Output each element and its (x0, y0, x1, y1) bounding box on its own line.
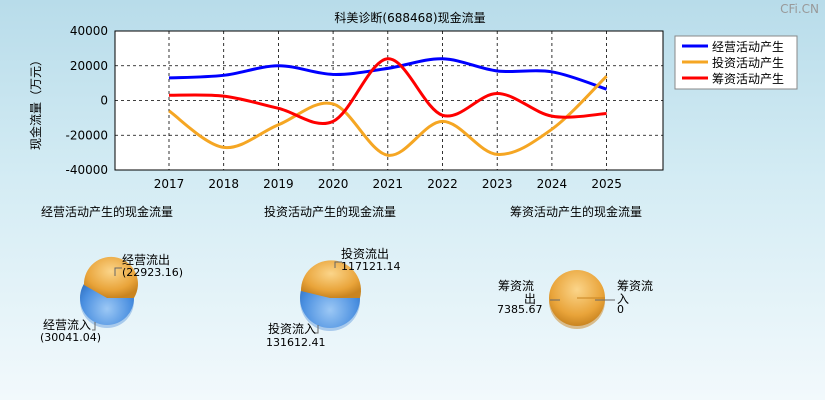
x-tick-label: 2017 (154, 177, 185, 191)
pie-operating-outflow-label: 经营流出 (122, 253, 170, 267)
pie-operating-outflow-slice (83, 256, 138, 298)
x-tick-label: 2019 (263, 177, 294, 191)
line-chart-title: 科美诊断(688468)现金流量 (334, 10, 485, 25)
pie-financing-outflow-label-1: 筹资流 (498, 279, 534, 293)
pie-title-financing: 筹资活动产生的现金流量 (510, 204, 642, 219)
pie-title-investing: 投资活动产生的现金流量 (264, 204, 396, 219)
x-tick-label: 2024 (537, 177, 568, 191)
pie-operating-outflow-value: (22923.16) (122, 266, 183, 279)
series-line-operating (168, 57, 608, 91)
y-axis-label: 现金流量（万元） (28, 54, 43, 150)
legend: 经营活动产生 投资活动产生 筹资活动产生 (674, 35, 798, 90)
legend-label-investing: 投资活动产生 (712, 55, 784, 70)
watermark: CFi.CN (780, 2, 819, 16)
pie-investing-outflow-label: 投资流出 (341, 246, 389, 261)
pie-title-operating: 经营活动产生的现金流量 (41, 204, 173, 219)
x-tick-label: 2021 (373, 177, 404, 191)
pie-financing-outflow-label-2: 出 (524, 292, 536, 306)
x-tick-label: 2022 (427, 177, 458, 191)
series-line-investing (168, 75, 608, 157)
line-chart-plot: 40000 20000 0 -20000 -40000 2017 2018 2019 2020 2… (65, 24, 664, 191)
pie-financing-inflow-label-2: 入 (617, 292, 629, 306)
pie-operating-inflow-label: 经营流入 (43, 318, 91, 332)
x-tick-label: 2025 (591, 177, 622, 191)
pie-investing-outflow-value: 117121.14 (341, 260, 401, 273)
pie-investing: 投资流出 117121.14 投资流入 131612.41 (266, 246, 401, 349)
x-tick-label: 2023 (482, 177, 513, 191)
pie-financing: 筹资流 出 7385.67 筹资流 入 0 (497, 270, 653, 329)
y-tick-label: 0 (100, 94, 108, 108)
pie-financing-inflow-value: 0 (617, 303, 624, 316)
legend-label-operating: 经营活动产生 (712, 40, 784, 54)
y-tick-label: 20000 (70, 59, 108, 73)
plot-area (114, 30, 664, 171)
pie-financing-inflow-label-1: 筹资流 (617, 279, 653, 293)
x-tick-label: 2020 (318, 177, 349, 191)
x-tick-label: 2018 (208, 177, 239, 191)
y-tick-label: -40000 (65, 163, 108, 177)
pie-financing-outflow-value: 7385.67 (497, 303, 543, 316)
legend-label-financing: 筹资活动产生 (712, 72, 784, 86)
pie-investing-outflow-slice (300, 260, 361, 298)
series-line-financing (168, 57, 607, 125)
pie-investing-inflow-value: 131612.41 (266, 336, 326, 349)
pie-operating-inflow-value: (30041.04) (40, 331, 101, 344)
y-tick-label: -20000 (65, 128, 108, 142)
y-tick-label: 40000 (70, 24, 108, 38)
pie-operating: 经营流出 (22923.16) 经营流入 (30041.04) (40, 253, 183, 344)
pie-investing-inflow-label: 投资流入 (268, 321, 316, 336)
